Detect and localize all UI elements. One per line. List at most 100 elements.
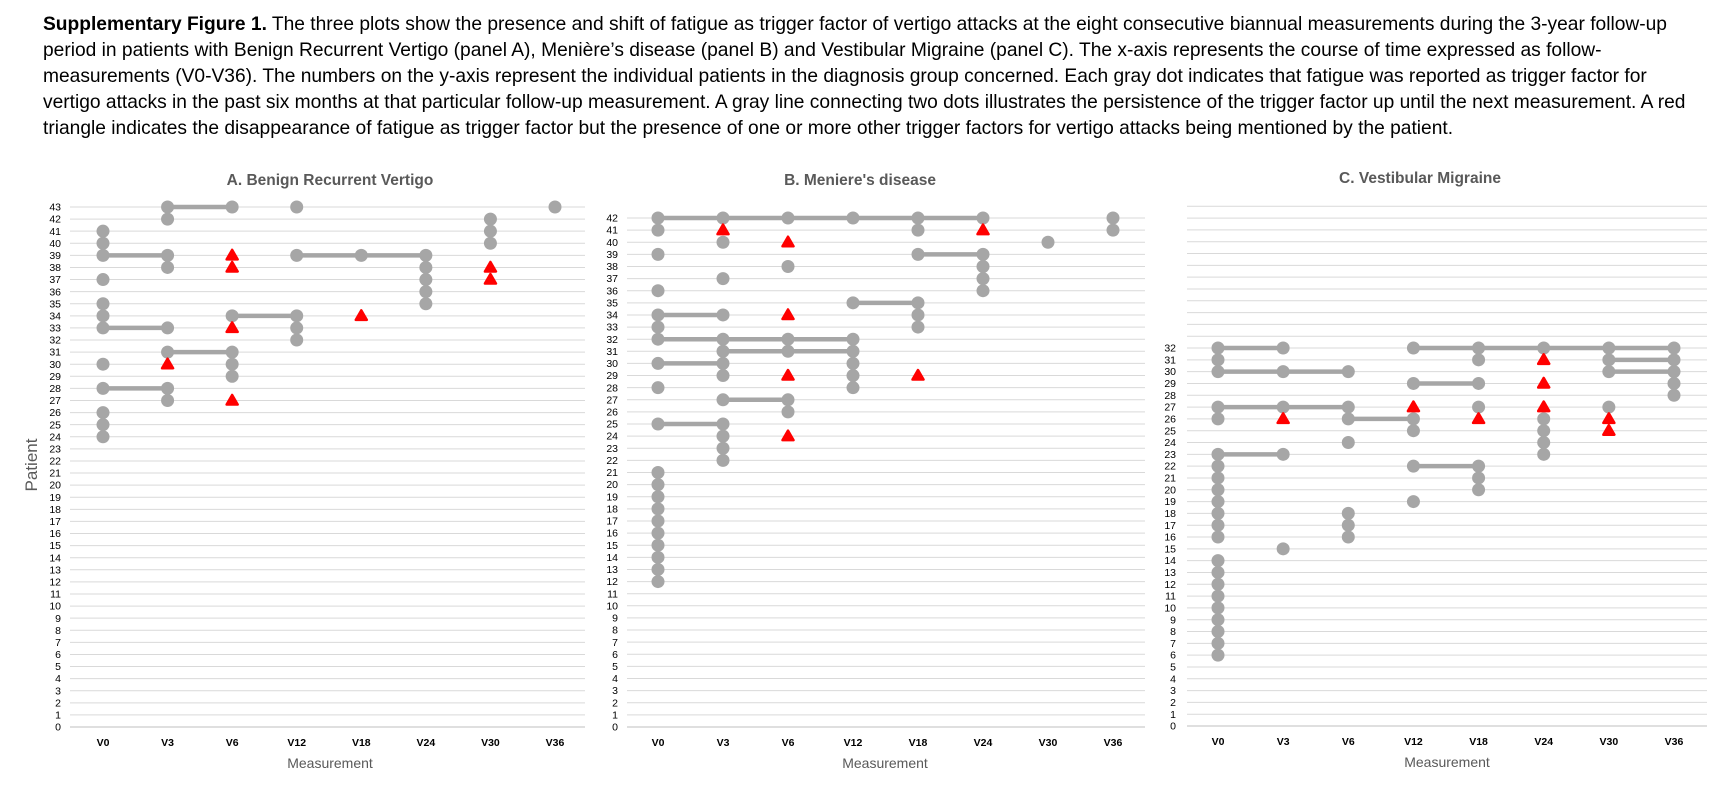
x-tick-label: V24: [974, 737, 993, 749]
y-tick-label: 16: [606, 528, 618, 540]
fatigue-dot: [1276, 341, 1290, 355]
y-tick-label: 26: [49, 407, 61, 419]
fatigue-dot: [846, 381, 860, 395]
x-tick-label: V3: [1277, 736, 1290, 748]
y-tick-label: 30: [49, 359, 61, 371]
y-tick-label: 0: [612, 722, 618, 734]
panel-b: B. Meniere's disease Measurement 0123456…: [606, 172, 1145, 771]
y-tick-label: 12: [1164, 579, 1176, 591]
fatigue-dot: [1211, 601, 1225, 615]
fatigue-dot: [1667, 388, 1681, 402]
fatigue-dot: [1211, 365, 1225, 379]
fatigue-dot: [976, 272, 990, 286]
fatigue-dot: [1602, 353, 1616, 367]
fatigue-dot: [1472, 400, 1486, 414]
fatigue-dot: [1211, 471, 1225, 485]
other-trigger-triangle: [1602, 423, 1616, 436]
panel-a-triangles: [160, 248, 498, 406]
fatigue-dot: [716, 356, 730, 370]
y-tick-label: 2: [1170, 697, 1176, 709]
other-trigger-triangle: [911, 368, 925, 381]
fatigue-dot: [1406, 495, 1420, 509]
y-tick-label: 8: [55, 625, 61, 637]
fatigue-dot: [419, 248, 433, 262]
x-tick-label: V30: [481, 737, 500, 749]
y-tick-label: 9: [612, 613, 618, 625]
fatigue-dot: [483, 224, 497, 238]
fatigue-dot: [846, 332, 860, 346]
fatigue-dot: [1211, 353, 1225, 367]
fatigue-dot: [976, 247, 990, 261]
fatigue-dot: [1276, 365, 1290, 379]
fatigue-dot: [781, 259, 795, 273]
x-tick-label: V18: [1469, 736, 1488, 748]
other-trigger-triangle: [225, 393, 239, 406]
fatigue-dot: [651, 478, 665, 492]
y-tick-label: 9: [1170, 614, 1176, 626]
fatigue-dot: [1667, 353, 1681, 367]
y-tick-label: 26: [1164, 413, 1176, 425]
fatigue-dot: [846, 369, 860, 383]
x-tick-label: V6: [226, 737, 239, 749]
x-tick-label: V12: [1404, 736, 1423, 748]
y-tick-label: 42: [606, 213, 618, 225]
y-tick-label: 13: [49, 564, 61, 576]
y-tick-label: 30: [1164, 366, 1176, 378]
fatigue-dot: [96, 248, 110, 262]
y-tick-label: 33: [49, 323, 61, 335]
x-tick-label: V0: [1212, 736, 1225, 748]
fatigue-dot: [96, 381, 110, 395]
fatigue-dot: [96, 418, 110, 432]
y-tick-label: 10: [49, 601, 61, 613]
y-tick-label: 5: [612, 661, 618, 673]
fatigue-dot: [1341, 530, 1355, 544]
y-tick-label: 34: [49, 310, 61, 322]
fatigue-dot: [161, 381, 175, 395]
y-tick-label: 20: [49, 480, 61, 492]
y-tick-label: 7: [55, 637, 61, 649]
fatigue-dot: [1406, 412, 1420, 426]
fatigue-dot: [161, 321, 175, 335]
y-tick-label: 22: [49, 456, 61, 468]
fatigue-dot: [1537, 424, 1551, 438]
x-tick-label: V36: [1665, 736, 1684, 748]
panel-c-triangles: [1276, 353, 1616, 436]
y-tick-label: 42: [49, 214, 61, 226]
fatigue-dot: [96, 236, 110, 250]
panel-c-title: C. Vestibular Migraine: [1339, 170, 1501, 187]
fatigue-dot: [290, 333, 304, 347]
y-tick-label: 18: [1164, 508, 1176, 520]
y-tick-label: 23: [49, 443, 61, 455]
y-tick-label: 24: [49, 431, 61, 443]
y-tick-label: 27: [606, 394, 618, 406]
fatigue-dot: [1341, 506, 1355, 520]
other-trigger-triangle: [781, 235, 795, 248]
panel-a-y-ticks: 0123456789101112131415161718192021222324…: [49, 202, 61, 734]
fatigue-dot: [1667, 365, 1681, 379]
panel-a-gridlines: [70, 206, 585, 728]
fatigue-dot: [651, 526, 665, 540]
y-tick-label: 4: [55, 673, 61, 685]
fatigue-dot: [651, 356, 665, 370]
fatigue-dot: [911, 296, 925, 310]
y-tick-label: 25: [1164, 425, 1176, 437]
fatigue-dot: [96, 297, 110, 311]
y-tick-label: 5: [55, 661, 61, 673]
fatigue-dot: [1276, 447, 1290, 461]
fatigue-dot: [419, 297, 433, 311]
fatigue-dot: [651, 211, 665, 225]
y-tick-label: 4: [1170, 673, 1176, 685]
y-tick-label: 15: [1164, 543, 1176, 555]
fatigue-dot: [290, 309, 304, 323]
other-trigger-triangle: [225, 260, 239, 273]
fatigue-dot: [781, 332, 795, 346]
fatigue-dot: [225, 345, 239, 359]
y-tick-label: 41: [49, 226, 61, 238]
fatigue-dot: [1211, 506, 1225, 520]
fatigue-dot: [1341, 400, 1355, 414]
fatigue-dot: [161, 200, 175, 214]
fatigue-dot: [911, 308, 925, 322]
y-tick-label: 13: [606, 564, 618, 576]
y-tick-label: 12: [606, 576, 618, 588]
y-tick-label: 4: [612, 673, 618, 685]
